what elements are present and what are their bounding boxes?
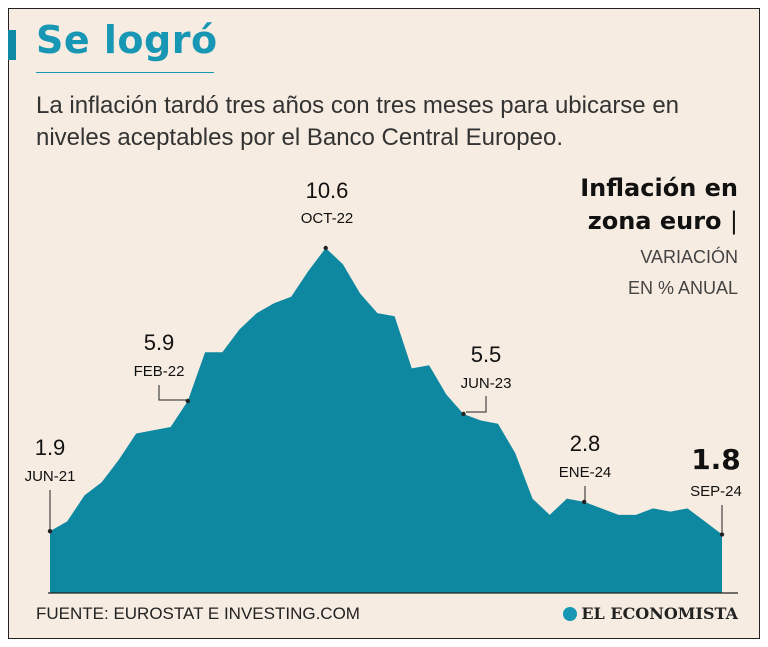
- annotation-point: [323, 245, 328, 251]
- chart-title: Inflación en zona euro |: [580, 172, 738, 238]
- annotation-feb-22: 5.9 FEB-22: [134, 330, 190, 404]
- annotation-date: FEB-22: [134, 363, 185, 380]
- publisher-logo-icon: [563, 606, 578, 621]
- annotation-leader-line: [158, 385, 188, 401]
- annotation-layer: 1.9 JUN-21 5.9 FEB-22 10.6 OCT-22 5.5 JUN-23 2.8…: [25, 178, 742, 537]
- page-title: Se logró: [36, 18, 218, 62]
- annotation-point: [185, 398, 190, 404]
- annotation-date: ENE-24: [559, 464, 612, 481]
- annotation-value: 1.8: [691, 443, 741, 476]
- annotation-date: OCT-22: [301, 210, 354, 227]
- annotation-value: 1.9: [35, 435, 66, 460]
- annotation-value: 5.9: [144, 330, 175, 355]
- title-underline: [36, 72, 214, 73]
- source-note: FUENTE: EUROSTAT E INVESTING.COM: [36, 604, 360, 623]
- annotation-value: 2.8: [570, 431, 601, 456]
- annotation-value: 5.5: [471, 342, 502, 367]
- annotation-date: SEP-24: [690, 483, 742, 500]
- chart-units-line2: EN % ANUAL: [627, 278, 738, 298]
- publisher-logo: EL ECONOMISTA: [563, 604, 738, 623]
- chart-title-separator: |: [729, 207, 738, 235]
- annotation-date: JUN-21: [25, 468, 76, 485]
- annotation-value: 10.6: [306, 178, 349, 203]
- annotation-date: JUN-23: [461, 375, 512, 392]
- annotation-point: [719, 532, 725, 537]
- publisher-logo-text: EL ECONOMISTA: [581, 604, 738, 623]
- annotation-sep-24: 1.8 SEP-24: [690, 443, 742, 537]
- chart-units-line1: VARIACIÓN: [640, 247, 738, 267]
- annotation-oct-22: 10.6 OCT-22: [301, 178, 354, 251]
- page-subtitle: La inflación tardó tres años con tres me…: [36, 92, 680, 151]
- annotation-point: [47, 529, 53, 534]
- inflation-area: [50, 248, 722, 593]
- chart-title-line2-wrap: zona euro |: [580, 205, 738, 238]
- chart-title-line2: zona euro: [587, 207, 722, 235]
- annotation-jun-21: 1.9 JUN-21: [25, 435, 76, 534]
- annotation-point: [461, 411, 466, 417]
- chart-title-line1: Inflación en: [580, 174, 738, 202]
- annotation-point: [582, 499, 587, 505]
- annotation-ene-24: 2.8 ENE-24: [559, 431, 612, 505]
- title-accent-bar: [8, 30, 16, 60]
- annotation-leader-line: [466, 396, 487, 413]
- annotation-jun-23: 5.5 JUN-23: [461, 342, 512, 417]
- chart-units: VARIACIÓN EN % ANUAL: [538, 242, 738, 304]
